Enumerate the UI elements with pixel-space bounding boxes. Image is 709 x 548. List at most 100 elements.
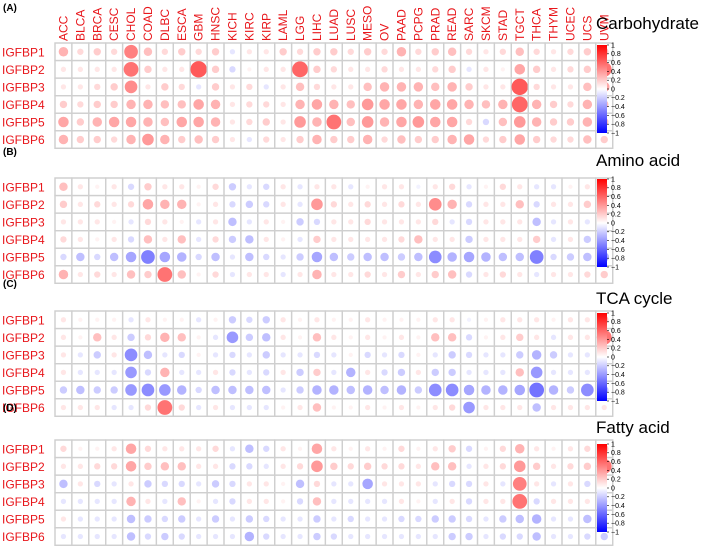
correlation-dot: IGFBP5 / CHOL: -0.4 (125, 384, 137, 396)
correlation-dot: IGFBP4 / OV: -0.15 (381, 369, 388, 376)
correlation-dot: IGFBP2 / KIRC: -0.2 (245, 200, 254, 209)
correlation-dot: IGFBP6 / GBM: -0.1 (196, 533, 202, 540)
correlation-dot: IGFBP5 / GBM: 0.35 (193, 116, 204, 128)
correlation-dot: IGFBP2 / ESCA: 0.1 (179, 66, 185, 72)
correlation-dot: IGFBP1 / HNSC: 0.2 (211, 48, 220, 56)
correlation-dot: IGFBP3 / SKCM: -0.1 (483, 352, 489, 358)
correlation-dot: IGFBP6 / HNSC: 0.1 (212, 404, 219, 411)
correlation-dot: IGFBP3 / STAD: -0.1 (500, 481, 506, 487)
correlation-dot: IGFBP3 / OV: 0.1 (381, 481, 388, 487)
correlation-dot: IGFBP3 / CESC: 0.05 (112, 219, 117, 224)
correlation-dot: IGFBP4 / LUAD: -0.1 (331, 498, 337, 505)
correlation-dot: IGFBP6 / THYM: 0.15 (550, 136, 557, 143)
correlation-dot: IGFBP3 / LUSC: 0.1 (348, 219, 354, 225)
correlation-dot: IGFBP2 / THCA: 0.2 (532, 462, 541, 471)
correlation-dot: IGFBP4 / GBM: 0.35 (193, 99, 204, 110)
column-label-coad: COAD (141, 6, 155, 41)
correlation-dot: IGFBP5 / MESO: -0.3 (362, 385, 373, 395)
correlation-dot: IGFBP6 / MESO: 0.3 (362, 134, 373, 145)
correlation-dot: IGFBP3 / SARC: -0.15 (465, 351, 473, 359)
correlation-dot: IGFBP5 / PRAD: -0.2 (431, 515, 439, 523)
correlation-dot: IGFBP4 / THYM: 0.1 (550, 498, 557, 505)
colorbar-tick-label: −0.4 (611, 372, 625, 379)
correlation-dot: IGFBP5 / STAD: -0.3 (498, 385, 508, 395)
correlation-dot: IGFBP4 / HNSC: -0.1 (212, 498, 219, 505)
correlation-dot: IGFBP2 / MESO: 0.15 (364, 201, 371, 208)
correlation-dot: IGFBP3 / LUAD: -0.1 (331, 352, 337, 358)
correlation-dot: IGFBP5 / COAD: 0.3 (143, 117, 153, 127)
correlation-dot: IGFBP5 / KIRP: -0.15 (263, 515, 270, 523)
correlation-dot: IGFBP3 / SKCM: 0.1 (483, 481, 489, 487)
correlation-dot: IGFBP6 / KIRC: -0.1 (246, 404, 253, 411)
correlation-dot: IGFBP4 / PCPG: 0.05 (416, 499, 421, 504)
correlation-dot: IGFBP5 / PAAD: 0.35 (396, 116, 407, 128)
correlation-dot: IGFBP4 / PCPG: 0.3 (413, 99, 424, 110)
colorbar-tick-label: 1 (611, 176, 615, 183)
correlation-dot: IGFBP5 / THYM: 0.2 (549, 118, 558, 126)
column-label-skcm: SKCM (479, 6, 493, 41)
correlation-dot: IGFBP4 / LGG: -0.1 (297, 236, 303, 243)
correlation-dot: IGFBP5 / LAML: -0.1 (280, 254, 286, 260)
correlation-dot: IGFBP4 / LUAD: 0.3 (329, 99, 339, 110)
correlation-dot: IGFBP1 / KIRC: -0.15 (246, 316, 253, 323)
correlation-dot: IGFBP6 / BLCA: 0.1 (77, 404, 83, 411)
correlation-dot: IGFBP3 / THYM: -0.1 (550, 219, 557, 225)
correlation-dot: IGFBP3 / BLCA: 0.1 (77, 219, 83, 225)
correlation-dot: IGFBP5 / HNSC: -0.25 (211, 252, 220, 262)
correlation-dot: IGFBP1 / ESCA: 0.2 (178, 48, 186, 56)
correlation-dot: IGFBP2 / MESO: 0.2 (363, 462, 372, 471)
correlation-dot: IGFBP1 / CESC: 0.1 (111, 184, 117, 190)
correlation-dot: IGFBP1 / READ: 0.1 (449, 317, 455, 323)
correlation-dot: IGFBP3 / HNSC: -0.2 (211, 480, 220, 488)
correlation-dot: IGFBP2 / GBM: 0.05 (196, 202, 201, 207)
correlation-dot: IGFBP1 / PAAD: 0.05 (399, 317, 404, 322)
correlation-dot: IGFBP1 / KICH: -0.1 (229, 49, 236, 55)
correlation-dot: IGFBP6 / THYM: 0.1 (550, 404, 557, 411)
colorbar-tick-label: 1 (611, 42, 615, 49)
correlation-dot: IGFBP2 / LUAD: 0.15 (330, 66, 338, 73)
correlation-dot: IGFBP1 / READ: 0.25 (447, 47, 457, 57)
colorbar-tick-label: 0.8 (611, 185, 621, 192)
correlation-dot: IGFBP3 / LUAD: -0.1 (331, 481, 337, 487)
correlation-dot: IGFBP5 / SARC: -0.15 (465, 515, 473, 523)
correlation-dot: IGFBP5 / LGG: -0.2 (296, 253, 304, 261)
correlation-dot: IGFBP5 / COAD: -0.45 (141, 383, 155, 397)
correlation-dot: IGFBP1 / LUAD: 0.1 (331, 446, 337, 452)
correlation-dot: IGFBP1 / PCPG: 0.05 (416, 317, 421, 322)
correlation-dot: IGFBP2 / SARC: -0.1 (466, 66, 472, 72)
row-label-igfbp1: IGFBP1 (2, 442, 45, 456)
row-label-igfbp4: IGFBP4 (2, 98, 45, 112)
correlation-dot: IGFBP1 / SKCM: 0.05 (483, 446, 489, 451)
correlation-dot: IGFBP4 / THYM: 0.2 (549, 100, 558, 109)
correlation-dot: IGFBP5 / LGG: 0.4 (294, 116, 306, 128)
correlation-dot: IGFBP4 / CESC: -0.1 (111, 498, 117, 505)
correlation-dot: IGFBP4 / PAAD: 0.35 (396, 99, 407, 110)
correlation-dot: IGFBP4 / THCA: -0.4 (530, 366, 543, 379)
correlation-dot: IGFBP6 / OV: 0.15 (381, 136, 388, 143)
correlation-dot: IGFBP5 / PAAD: -0.2 (397, 253, 406, 261)
correlation-dot: IGFBP4 / SARC: 0.3 (464, 99, 474, 110)
correlation-dot: IGFBP6 / BRCA: 0.2 (93, 135, 101, 144)
correlation-dot: IGFBP6 / MESO: -0.1 (365, 533, 371, 540)
correlation-dot: IGFBP1 / ESCA: 0.1 (179, 446, 185, 452)
correlation-dot: IGFBP4 / UCEC: -0.1 (567, 369, 574, 376)
correlation-dot: IGFBP1 / LIHC: 0.2 (313, 48, 321, 56)
correlation-dot: IGFBP4 / BLCA: -0.1 (77, 498, 83, 505)
colorbar-tick-label: −0.2 (611, 494, 625, 501)
correlation-dot: IGFBP3 / LGG: -0.2 (296, 218, 304, 226)
correlation-dot: IGFBP3 / DLBC: -0.1 (162, 352, 168, 358)
correlation-dot: IGFBP3 / SKCM: 0.1 (483, 84, 489, 90)
correlation-dot: IGFBP1 / LUSC: 0.15 (347, 48, 354, 55)
correlation-dot: IGFBP2 / KIRP: -0.1 (263, 463, 269, 469)
correlation-dot: IGFBP6 / COAD: -0.15 (144, 533, 152, 540)
correlation-dot: IGFBP4 / DLBC: 0.1 (162, 236, 168, 243)
column-label-thca: THCA (530, 8, 544, 41)
correlation-dot: IGFBP4 / KICH: -0.2 (228, 235, 237, 244)
correlation-dot: IGFBP6 / KIRC: 0.1 (246, 271, 253, 278)
correlation-dot: IGFBP5 / CESC: -0.1 (111, 516, 117, 522)
correlation-dot: IGFBP1 / LGG: 0.05 (297, 317, 303, 322)
correlation-dot: IGFBP2 / LGG: -0.1 (297, 201, 303, 207)
correlation-dot: IGFBP6 / ACC: 0.3 (58, 134, 69, 145)
correlation-dot: IGFBP5 / UCS: -0.25 (583, 514, 592, 524)
correlation-dot: IGFBP1 / SARC: -0.15 (465, 445, 473, 452)
